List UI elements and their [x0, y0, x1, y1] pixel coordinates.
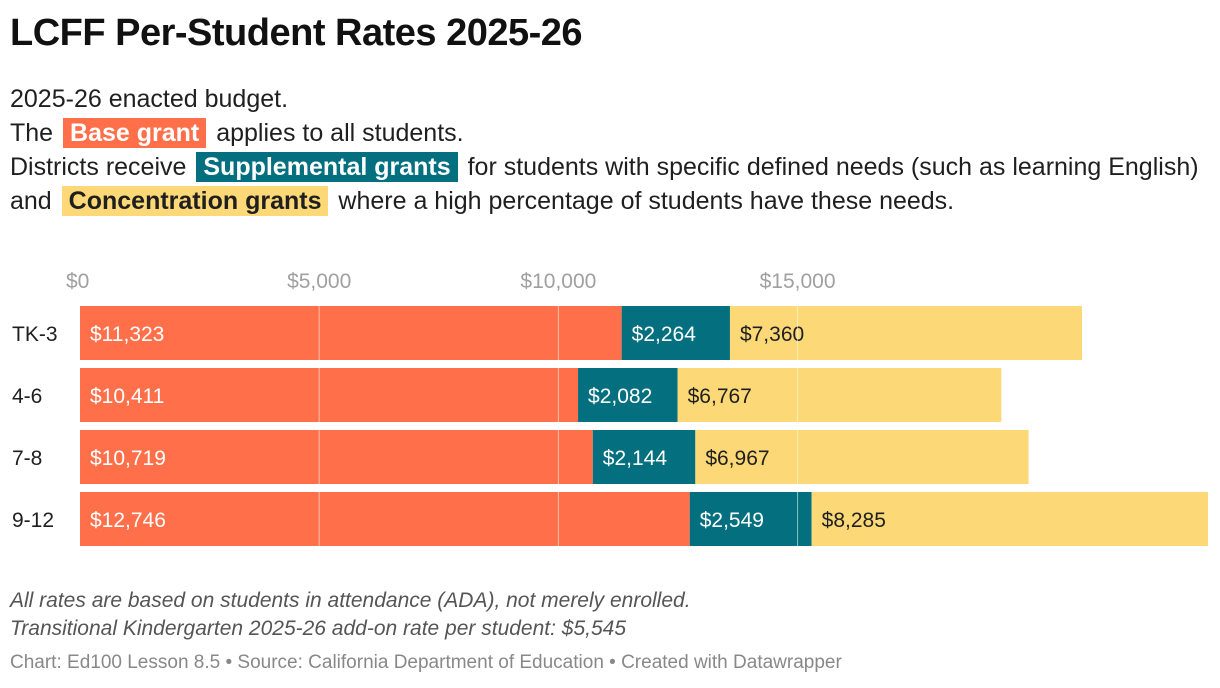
bar-segment-supplemental: [621, 306, 730, 360]
description-line-1: 2025-26 enacted budget.: [10, 85, 289, 113]
stacked-bar-chart: $0 $5,000 $10,000 $15,000 TK-3 $11,323 $2,264 $…: [12, 270, 1208, 546]
data-label-base: $10,411: [90, 385, 164, 408]
category-label: TK-3: [12, 323, 58, 346]
concentration-grants-highlight: Concentration grants: [61, 186, 329, 216]
bar-segment-supplemental: [578, 368, 678, 422]
bar-segment-concentration: [811, 492, 1208, 546]
description-text: where a high percentage of students have…: [338, 187, 955, 215]
description-text: The: [10, 119, 54, 147]
note-line-2: Transitional Kindergarten 2025-26 add-on…: [10, 617, 627, 640]
x-tick-label: $15,000: [760, 270, 836, 293]
data-label-concentration: $6,967: [705, 447, 769, 470]
bar-segment-base: [80, 492, 690, 546]
x-tick-label: $10,000: [520, 270, 596, 293]
data-label-base: $11,323: [90, 323, 164, 346]
bar-segment-concentration: [729, 306, 1083, 360]
description-text: for students with specific defined needs…: [10, 153, 1199, 215]
description-line-2: The Base grant applies to all students.: [10, 116, 1200, 150]
data-label-base: $10,719: [90, 447, 166, 470]
category-label: 4-6: [12, 385, 42, 408]
data-label-concentration: $6,767: [688, 385, 752, 408]
note-line-1: All rates are based on students in atten…: [10, 589, 691, 612]
category-label: 9-12: [12, 509, 54, 532]
category-label: 7-8: [12, 447, 42, 470]
chart-notes: All rates are based on students in atten…: [10, 587, 691, 643]
data-label-base: $12,746: [90, 509, 166, 532]
data-label-supplemental: $2,549: [700, 509, 764, 532]
bar-segment-base: [80, 430, 593, 484]
bar-segment-concentration: [695, 430, 1029, 484]
data-label-supplemental: $2,144: [603, 447, 668, 470]
bar-segment-base: [80, 306, 622, 360]
bar-segment-supplemental: [689, 492, 812, 546]
description-text: applies to all students.: [216, 119, 464, 147]
description-line-3: Districts receive Supplemental grants fo…: [10, 150, 1200, 218]
data-label-supplemental: $2,264: [632, 323, 697, 346]
data-label-concentration: $7,360: [740, 323, 804, 346]
data-label-supplemental: $2,082: [588, 385, 652, 408]
description-text: Districts receive: [10, 153, 187, 181]
supplemental-grants-highlight: Supplemental grants: [196, 152, 458, 182]
base-grant-highlight: Base grant: [63, 118, 207, 148]
chart-source: Chart: Ed100 Lesson 8.5 • Source: Califo…: [10, 652, 842, 673]
chart-title: LCFF Per-Student Rates 2025-26: [10, 12, 583, 54]
bar-segment-concentration: [677, 368, 1002, 422]
chart-description: 2025-26 enacted budget. The Base grant a…: [10, 82, 1200, 218]
bar-segment-base: [80, 368, 579, 422]
data-label-concentration: $8,285: [822, 509, 886, 532]
x-tick-label: $0: [66, 270, 89, 293]
bar-segment-supplemental: [592, 430, 696, 484]
x-tick-label: $5,000: [287, 270, 351, 293]
